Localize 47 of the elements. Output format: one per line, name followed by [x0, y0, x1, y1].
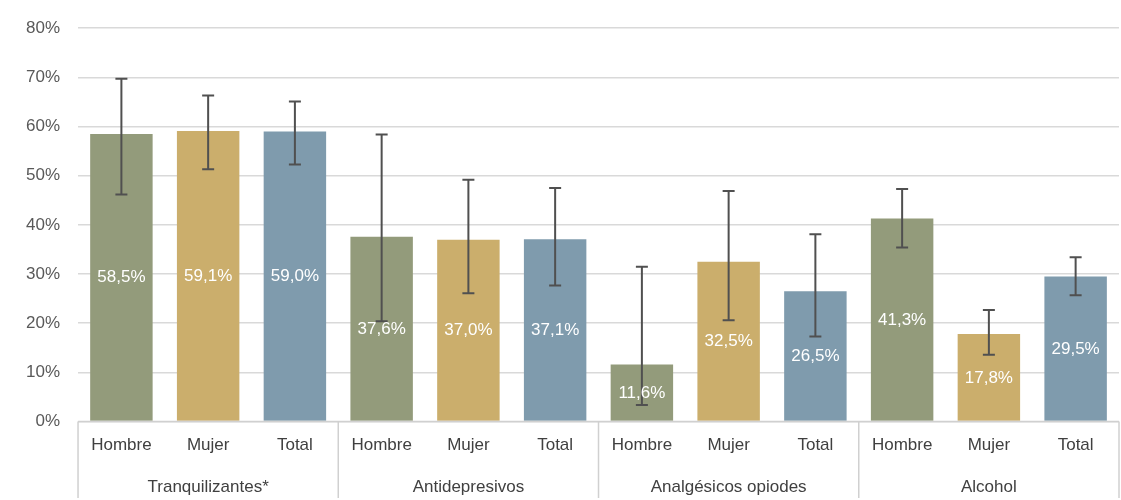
y-tick-label: 30%: [25, 263, 61, 283]
text: Antidepresivos: [412, 477, 525, 496]
y-tick-label: 20%: [25, 312, 61, 332]
y-tick-label: 10%: [25, 362, 61, 382]
x-tick-label: Mujer: [707, 435, 751, 455]
x-tick-label: Mujer: [447, 435, 490, 455]
text: Tranquilizantes*: [147, 477, 270, 496]
data-label: 29,5%: [1051, 338, 1100, 358]
text: Alcohol: [961, 477, 1017, 496]
bar: [263, 131, 327, 421]
y-tick-label: 80%: [25, 17, 61, 37]
bar: [697, 261, 760, 421]
data-label: 58,5%: [97, 267, 146, 287]
data-label: 37,6%: [357, 318, 406, 338]
x-tick-label: Hombre: [351, 435, 412, 455]
bar: [784, 291, 847, 421]
x-tick-label: Total: [797, 435, 834, 455]
bar: [523, 239, 587, 421]
x-tick-label: Total: [537, 435, 574, 455]
x-tick-label: Hombre: [871, 435, 933, 455]
data-label: 26,5%: [791, 346, 840, 366]
x-tick-label: Mujer: [186, 435, 230, 455]
y-tick-label: 50%: [25, 165, 61, 185]
data-label: 59,0%: [270, 266, 319, 286]
bar: [957, 334, 1021, 421]
bar: [437, 239, 500, 421]
data-label: 32,5%: [704, 331, 753, 351]
bar: [1044, 276, 1107, 421]
bar: [870, 218, 934, 421]
x-tick-label: Hombre: [611, 435, 673, 455]
data-label: 37,1%: [531, 320, 580, 340]
bar: [176, 130, 240, 421]
x-tick-label: Hombre: [91, 435, 152, 455]
x-tick-label: Total: [276, 435, 313, 455]
y-tick-label: 0%: [35, 411, 61, 431]
y-tick-label: 40%: [25, 214, 61, 234]
x-tick-label: Total: [1057, 435, 1094, 455]
x-tick-label: Mujer: [967, 435, 1011, 455]
text: Analgésicos opiodes: [650, 477, 807, 496]
y-tick-label: 70%: [25, 67, 61, 87]
data-label: 41,3%: [878, 309, 927, 329]
data-label: 59,1%: [184, 265, 233, 285]
bar: [90, 133, 153, 421]
y-tick-label: 60%: [25, 116, 61, 136]
data-label: 37,0%: [444, 320, 493, 340]
data-label: 17,8%: [964, 367, 1013, 387]
bar: [350, 236, 413, 421]
